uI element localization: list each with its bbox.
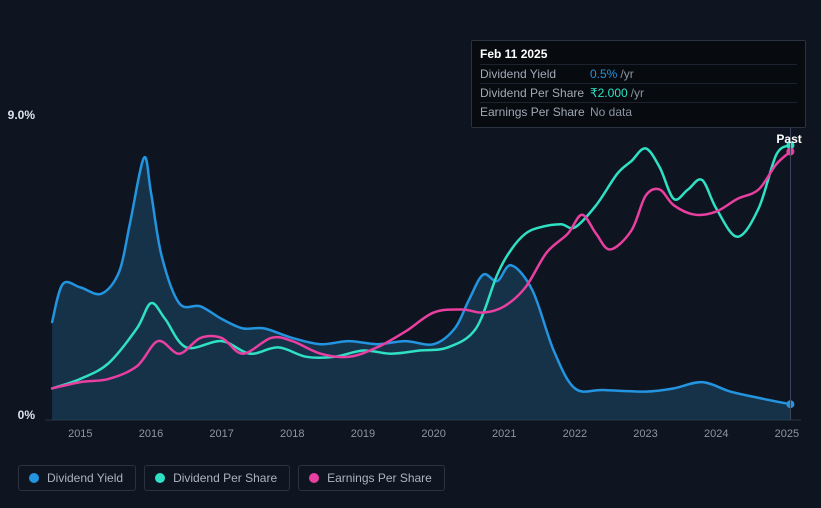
x-tick: 2019 [351,428,375,440]
legend-item-dps[interactable]: Dividend Per Share [144,465,290,491]
tooltip-row-dps: Dividend Per Share ₹2.000/yr [480,83,797,102]
legend-label: Dividend Per Share [173,471,277,485]
past-label: Past [776,132,801,146]
legend-label: Earnings Per Share [327,471,432,485]
legend-label: Dividend Yield [47,471,123,485]
x-tick: 2023 [633,428,657,440]
tooltip-label: Earnings Per Share [480,105,590,119]
x-tick: 2016 [139,428,163,440]
legend: Dividend Yield Dividend Per Share Earnin… [18,465,445,491]
tooltip-value: ₹2.000/yr [590,86,644,100]
tooltip-label: Dividend Yield [480,67,590,81]
x-tick: 2018 [280,428,304,440]
y-tick-min: 0% [18,408,35,422]
tooltip-nodata: No data [590,105,632,119]
tooltip-row-eps: Earnings Per Share No data [480,102,797,121]
tooltip-label: Dividend Per Share [480,86,590,100]
x-tick: 2020 [421,428,445,440]
x-tick: 2015 [68,428,92,440]
x-tick: 2017 [209,428,233,440]
dividend-chart: 9.0% 0% Past 2015 2016 2017 2018 2019 2020 202… [0,0,821,508]
x-tick: 2021 [492,428,516,440]
tooltip-row-yield: Dividend Yield 0.5%/yr [480,64,797,83]
legend-dot [155,473,165,483]
plot-area[interactable]: Past [45,120,801,420]
tooltip: Feb 11 2025 Dividend Yield 0.5%/yr Divid… [471,40,806,128]
tooltip-title: Feb 11 2025 [480,47,797,64]
legend-dot [309,473,319,483]
x-tick: 2024 [704,428,728,440]
x-tick: 2022 [563,428,587,440]
cursor-line [790,120,791,420]
legend-item-yield[interactable]: Dividend Yield [18,465,136,491]
legend-item-eps[interactable]: Earnings Per Share [298,465,445,491]
legend-dot [29,473,39,483]
x-axis: 2015 2016 2017 2018 2019 2020 2021 2022 2023 2024… [45,424,801,444]
tooltip-value: 0.5%/yr [590,67,634,81]
y-tick-max: 9.0% [8,108,35,122]
x-tick: 2025 [775,428,799,440]
